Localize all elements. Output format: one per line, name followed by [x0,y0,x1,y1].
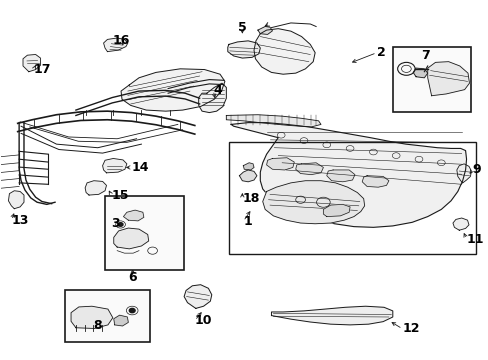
Polygon shape [8,191,24,209]
Polygon shape [427,62,468,96]
Polygon shape [271,306,392,325]
Circle shape [118,223,122,226]
Text: 4: 4 [213,84,222,97]
Text: 8: 8 [93,319,102,332]
Polygon shape [326,170,354,182]
Polygon shape [121,69,224,111]
Bar [392,46,470,112]
Text: 17: 17 [34,63,51,76]
Text: 3: 3 [111,216,120,230]
Polygon shape [262,181,364,224]
Polygon shape [23,54,41,72]
Text: 13: 13 [11,214,29,227]
Polygon shape [226,115,320,127]
Text: 18: 18 [242,192,259,205]
Text: 1: 1 [243,215,252,228]
Polygon shape [114,228,148,249]
Polygon shape [412,68,427,78]
Text: 7: 7 [420,49,429,62]
Text: 10: 10 [194,314,212,327]
Polygon shape [323,204,349,217]
Polygon shape [71,306,113,328]
Text: 16: 16 [112,33,129,47]
Polygon shape [198,83,226,113]
Polygon shape [456,164,470,183]
Text: 2: 2 [376,46,385,59]
Text: 15: 15 [111,189,128,202]
Text: 9: 9 [471,163,480,176]
Polygon shape [123,210,143,221]
Polygon shape [253,29,314,74]
Polygon shape [257,27,272,35]
Text: 14: 14 [131,161,149,174]
Text: 12: 12 [402,322,419,335]
Polygon shape [295,163,323,175]
Polygon shape [243,163,253,170]
Polygon shape [114,315,128,326]
Polygon shape [103,38,127,51]
Polygon shape [85,181,106,195]
Text: 11: 11 [466,233,483,246]
Polygon shape [184,285,211,309]
Polygon shape [231,123,466,227]
Polygon shape [239,170,256,182]
Text: 5: 5 [238,21,246,34]
Circle shape [129,309,135,313]
Polygon shape [266,158,294,170]
Text: 6: 6 [128,271,137,284]
Polygon shape [452,218,468,230]
Polygon shape [227,41,260,58]
Bar [228,142,475,253]
Polygon shape [102,158,126,173]
Bar [105,196,183,270]
Bar [65,290,150,342]
Polygon shape [362,176,388,187]
